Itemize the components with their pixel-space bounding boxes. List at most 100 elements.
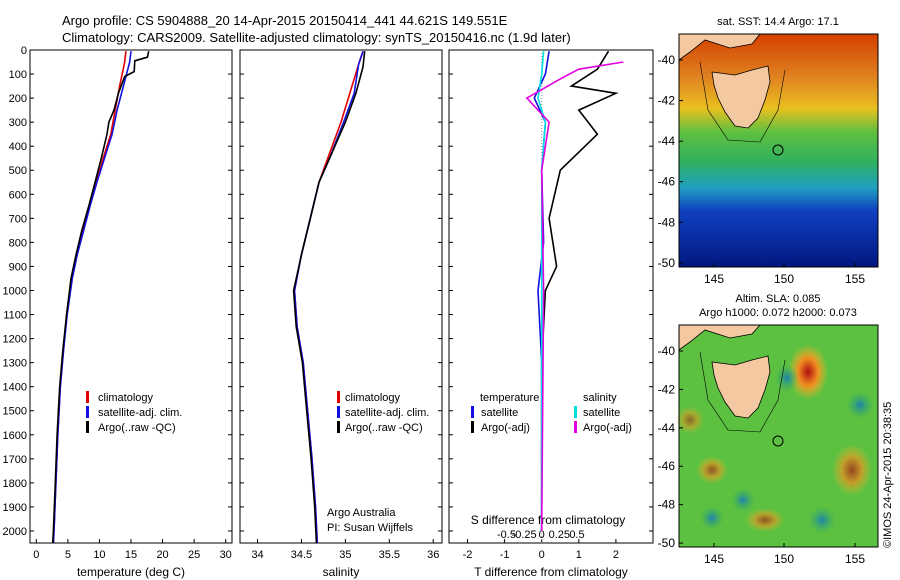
sst-map bbox=[678, 33, 879, 268]
y-tick-label: 1100 bbox=[3, 310, 27, 322]
map-x-tick-label: 145 bbox=[704, 552, 724, 566]
y-tick-label: 1500 bbox=[3, 406, 27, 418]
series-line-s-argo-adj- bbox=[525, 61, 624, 532]
legend-temperature-title: temperature bbox=[480, 392, 539, 404]
y-tick-label: 1900 bbox=[3, 502, 27, 514]
map-y-tick-label: -46 bbox=[658, 459, 676, 473]
y-tick-label: 1000 bbox=[3, 285, 27, 297]
map-x-tick-label: 150 bbox=[774, 272, 794, 286]
axes-layer: 0100200300400500600700800900100011001200… bbox=[3, 45, 653, 561]
legend-salinity-title: salinity bbox=[583, 392, 617, 404]
salinity-legend: climatology satellite-adj. clim. Argo(..… bbox=[337, 391, 429, 434]
x-tick-label: 5 bbox=[65, 549, 71, 561]
legend-climatology: climatology bbox=[345, 392, 401, 404]
y-tick-label: 700 bbox=[9, 213, 27, 225]
x-tick-label: -2 bbox=[463, 549, 473, 561]
y-tick-label: 1200 bbox=[3, 334, 27, 346]
sla-title-line1: Altim. SLA: 0.085 bbox=[736, 293, 821, 305]
y-tick-label: 200 bbox=[9, 93, 27, 105]
series-line-argo-raw-qc- bbox=[51, 51, 150, 544]
salinity-xlabel: salinity bbox=[323, 565, 360, 579]
map-x-tick-label: 155 bbox=[845, 272, 865, 286]
salinity-diff-tick-label: -0.5 bbox=[497, 529, 516, 541]
series-line-t-argo-adj- bbox=[540, 50, 619, 531]
x-tick-label: 2 bbox=[613, 549, 619, 561]
difference-xlabel-top: S difference from climatology bbox=[471, 513, 626, 527]
y-tick-label: 800 bbox=[9, 237, 27, 249]
x-tick-label: 20 bbox=[156, 549, 168, 561]
x-tick-label: 34 bbox=[251, 549, 263, 561]
x-tick-label: -1 bbox=[500, 549, 510, 561]
map-y-tick-label: -50 bbox=[658, 256, 676, 270]
header-line2: Climatology: CARS2009. Satellite-adjuste… bbox=[62, 30, 571, 45]
y-tick-label: 300 bbox=[9, 117, 27, 129]
map-y-tick-label: -50 bbox=[658, 536, 676, 550]
map-y-tick-label: -44 bbox=[658, 421, 676, 435]
legend-s-satellite: satellite bbox=[583, 407, 620, 419]
temperature-xlabel: temperature (deg C) bbox=[77, 565, 185, 579]
x-tick-label: 0 bbox=[33, 549, 39, 561]
header-line1: Argo profile: CS 5904888_20 14-Apr-2015 … bbox=[62, 13, 508, 28]
y-tick-label: 100 bbox=[9, 69, 27, 81]
x-tick-label: 36 bbox=[427, 549, 439, 561]
salinity-panel bbox=[239, 49, 443, 544]
legend-argo: Argo(..raw -QC) bbox=[98, 422, 176, 434]
map-x-tick-label: 150 bbox=[774, 552, 794, 566]
legend-satellite-adj: satellite-adj. clim. bbox=[345, 407, 429, 419]
difference-legend: temperature satellite Argo(-adj) salinit… bbox=[471, 392, 632, 434]
argo-location-marker bbox=[772, 435, 784, 447]
argo-location-marker bbox=[772, 144, 784, 156]
legend-satellite-adj: satellite-adj. clim. bbox=[98, 407, 182, 419]
salinity-diff-tick-label: -0.25 bbox=[512, 529, 537, 541]
y-tick-label: 0 bbox=[21, 45, 27, 57]
series-line-satellite-adj-clim- bbox=[52, 51, 132, 544]
x-tick-label: 15 bbox=[125, 549, 137, 561]
map-y-tick-label: -40 bbox=[658, 53, 676, 67]
argo-australia-label: Argo Australia bbox=[327, 507, 396, 519]
x-tick-label: 25 bbox=[188, 549, 200, 561]
x-tick-label: 30 bbox=[220, 549, 232, 561]
y-tick-label: 1700 bbox=[3, 454, 27, 466]
y-tick-label: 1400 bbox=[3, 382, 27, 394]
salinity-diff-tick-label: 0.25 bbox=[549, 529, 570, 541]
map-y-tick-label: -42 bbox=[658, 94, 676, 108]
series-line-satellite-adj-clim- bbox=[293, 50, 364, 544]
shelf-contour bbox=[699, 61, 786, 143]
lines-layer bbox=[51, 50, 624, 544]
sla-map bbox=[676, 324, 879, 548]
legend-t-argo: Argo(-adj) bbox=[481, 422, 530, 434]
x-tick-label: 35 bbox=[339, 549, 351, 561]
y-tick-label: 400 bbox=[9, 141, 27, 153]
map-y-tick-label: -44 bbox=[658, 134, 676, 148]
series-line-argo-raw-qc- bbox=[292, 51, 366, 544]
legend-t-satellite: satellite bbox=[481, 407, 518, 419]
map-y-tick-label: -48 bbox=[658, 215, 676, 229]
map-axes: -40 -42 -44 -46 -48 -50 145 150 155 -40 -42 -44 -46 -… bbox=[658, 53, 866, 566]
mainland-land bbox=[678, 324, 761, 351]
y-tick-label: 2000 bbox=[3, 526, 27, 538]
legend-argo: Argo(..raw -QC) bbox=[345, 422, 423, 434]
temperature-legend: climatology satellite-adj. clim. Argo(..… bbox=[86, 391, 182, 434]
difference-xlabel: T difference from climatology bbox=[474, 565, 628, 579]
series-line-climatology bbox=[52, 51, 127, 544]
x-tick-label: 34.5 bbox=[291, 549, 312, 561]
map-x-tick-label: 145 bbox=[704, 272, 724, 286]
sst-map-title: sat. SST: 14.4 Argo: 17.1 bbox=[717, 16, 839, 28]
y-tick-label: 1300 bbox=[3, 358, 27, 370]
x-tick-label: 10 bbox=[93, 549, 105, 561]
map-y-tick-label: -48 bbox=[658, 498, 676, 512]
mainland-land bbox=[678, 33, 761, 61]
series-line-climatology bbox=[293, 50, 364, 544]
map-x-tick-label: 155 bbox=[845, 552, 865, 566]
x-tick-label: 35.5 bbox=[379, 549, 400, 561]
legend-s-argo: Argo(-adj) bbox=[583, 422, 632, 434]
tasmania-land bbox=[711, 355, 771, 419]
temperature-panel bbox=[29, 49, 233, 544]
map-y-tick-label: -46 bbox=[658, 175, 676, 189]
map-y-tick-label: -42 bbox=[658, 382, 676, 396]
series-line-s-satellite bbox=[537, 51, 547, 531]
x-tick-label: 0 bbox=[539, 549, 545, 561]
y-tick-label: 1800 bbox=[3, 478, 27, 490]
tasmania-land bbox=[711, 65, 771, 129]
x-tick-label: 1 bbox=[576, 549, 582, 561]
